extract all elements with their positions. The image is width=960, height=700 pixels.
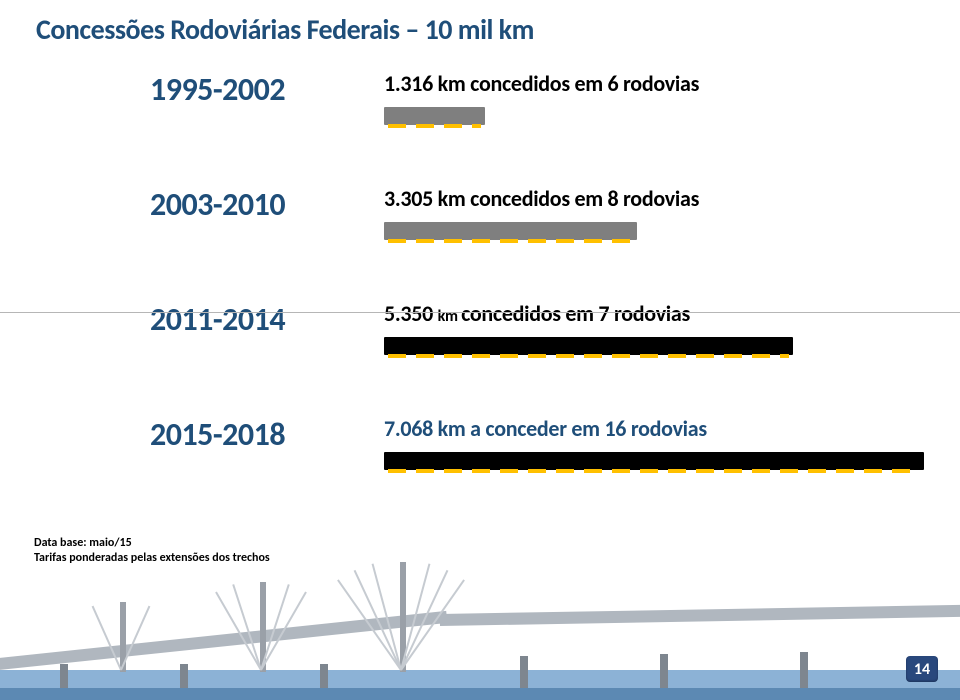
period-description: 7.068 km a conceder em 16 rodovias: [384, 415, 920, 442]
road-bar-wrap: [384, 107, 920, 127]
period-description: 3.305 km concedidos em 8 rodovias: [384, 185, 920, 212]
period-row: 1995-2002 1.316 km concedidos em 6 rodovi…: [150, 70, 920, 127]
road-bar: [384, 337, 793, 355]
page-number: 14: [914, 660, 930, 679]
period-description: 5.350 km concedidos em 7 rodovias: [384, 300, 920, 327]
period-row: 2015-2018 7.068 km a conceder em 16 rodov…: [150, 415, 920, 472]
horizontal-divider: [0, 312, 960, 313]
row-rhs: 1.316 km concedidos em 6 rodovias: [384, 70, 920, 127]
row-rhs: 3.305 km concedidos em 8 rodovias: [384, 185, 920, 242]
footer-line-1: Data base: maio/15: [34, 536, 270, 551]
road-bar-wrap: [384, 452, 920, 472]
rows-container: 1995-2002 1.316 km concedidos em 6 rodovi…: [150, 70, 920, 530]
road-bar: [384, 222, 637, 240]
period-label: 2011-2014: [150, 300, 350, 339]
footer-notes: Data base: maio/15 Tarifas ponderadas pe…: [34, 536, 270, 566]
footer-line-2: Tarifas ponderadas pelas extensões dos t…: [34, 551, 270, 566]
bridge-illustration: [0, 560, 960, 700]
period-label: 2003-2010: [150, 185, 350, 224]
road-bar-wrap: [384, 222, 920, 242]
road-bar: [384, 107, 485, 125]
period-row: 2011-2014 5.350 km concedidos em 7 rodovi…: [150, 300, 920, 357]
period-description: 1.316 km concedidos em 6 rodovias: [384, 70, 920, 97]
period-label: 2015-2018: [150, 415, 350, 454]
page-title: Concessões Rodoviárias Federais – 10 mil…: [36, 12, 534, 47]
road-bar-wrap: [384, 337, 920, 357]
row-rhs: 7.068 km a conceder em 16 rodovias: [384, 415, 920, 472]
period-row: 2003-2010 3.305 km concedidos em 8 rodovi…: [150, 185, 920, 242]
road-bar: [384, 452, 924, 470]
period-label: 1995-2002: [150, 70, 350, 109]
page-number-badge: 14: [906, 656, 938, 682]
row-rhs: 5.350 km concedidos em 7 rodovias: [384, 300, 920, 357]
